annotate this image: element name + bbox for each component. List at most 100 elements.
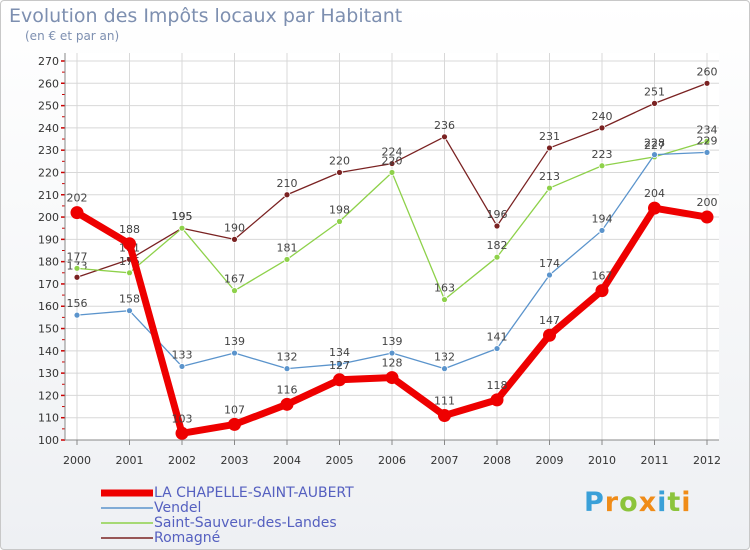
chart-subtitle: (en € et par an) bbox=[25, 29, 120, 43]
logo-letter: t bbox=[667, 487, 682, 518]
data-label: 229 bbox=[697, 134, 718, 147]
y-tick-label: 200 bbox=[38, 211, 59, 224]
y-tick-label: 140 bbox=[38, 345, 59, 358]
x-tick-label: 2000 bbox=[63, 454, 91, 467]
chart-title: Evolution des Impôts locaux par Habitant bbox=[9, 5, 403, 27]
data-label: 228 bbox=[644, 137, 665, 150]
legend-label-vendel: Vendel bbox=[154, 500, 202, 516]
data-label: 139 bbox=[224, 335, 245, 348]
y-tick-label: 220 bbox=[38, 166, 59, 179]
data-label: 128 bbox=[382, 357, 403, 370]
x-tick-label: 2008 bbox=[483, 454, 511, 467]
series-la-chapelle-saint-aubert: 202 188 103 107 116 127 128 111 118 147 167 204 200 bbox=[67, 187, 718, 440]
data-point bbox=[438, 408, 451, 422]
data-label: 156 bbox=[67, 297, 88, 310]
data-label: 158 bbox=[119, 293, 140, 306]
data-label: 223 bbox=[592, 148, 613, 161]
x-tick-label: 2009 bbox=[536, 454, 564, 467]
data-point bbox=[703, 137, 711, 145]
data-point bbox=[648, 201, 661, 215]
data-label: 200 bbox=[697, 196, 718, 209]
data-label: 133 bbox=[172, 348, 193, 361]
data-label: 231 bbox=[539, 130, 560, 143]
data-label: 210 bbox=[277, 177, 298, 190]
data-label: 227 bbox=[644, 139, 665, 152]
data-label: 182 bbox=[487, 239, 508, 252]
y-tick-label: 210 bbox=[38, 189, 59, 202]
y-tick-label: 130 bbox=[38, 367, 59, 380]
legend-label-saint-sauveur: Saint-Sauveur-des-Landes bbox=[154, 515, 337, 531]
data-label: 134 bbox=[329, 346, 350, 359]
logo-letter: P bbox=[584, 487, 605, 518]
x-tick-label: 2007 bbox=[431, 454, 459, 467]
x-tick-label: 2006 bbox=[378, 454, 406, 467]
data-label: 190 bbox=[224, 221, 245, 234]
logo-letter: i bbox=[657, 487, 668, 518]
data-label: 116 bbox=[277, 383, 298, 396]
logo-letter: o bbox=[619, 487, 639, 518]
data-label: 177 bbox=[67, 250, 88, 263]
data-label: 139 bbox=[382, 335, 403, 348]
data-point bbox=[651, 151, 658, 159]
data-point bbox=[123, 237, 136, 251]
proxiti-logo: Proxiti bbox=[584, 487, 692, 518]
y-tick-label: 270 bbox=[38, 55, 59, 68]
data-label: 202 bbox=[67, 192, 88, 205]
logo-letter: i bbox=[681, 487, 692, 518]
data-label: 196 bbox=[487, 208, 508, 221]
data-point bbox=[336, 169, 343, 176]
data-label: 147 bbox=[539, 314, 560, 327]
data-label: 167 bbox=[592, 270, 613, 283]
legend-label-la-chapelle: LA CHAPELLE-SAINT-AUBERT bbox=[154, 485, 354, 501]
data-point bbox=[493, 222, 501, 230]
data-point bbox=[336, 360, 343, 368]
data-label: 198 bbox=[329, 204, 350, 217]
data-point bbox=[280, 397, 294, 411]
series-vendel: 156 158 133 139 132 134 139 132 141 174 194 228 229 bbox=[67, 134, 718, 373]
y-tick-label: 260 bbox=[38, 77, 59, 90]
data-point bbox=[441, 296, 448, 303]
y-tick-label: 240 bbox=[38, 122, 59, 135]
data-label: 132 bbox=[434, 351, 455, 364]
data-label: 107 bbox=[224, 403, 245, 416]
data-point bbox=[490, 393, 504, 407]
x-tick-label: 2001 bbox=[116, 454, 144, 467]
data-point bbox=[333, 373, 346, 387]
data-point bbox=[388, 160, 396, 167]
data-point bbox=[126, 269, 133, 277]
data-point bbox=[595, 284, 609, 298]
data-label: 260 bbox=[697, 65, 718, 78]
data-point bbox=[598, 227, 606, 234]
data-label: 195 bbox=[172, 210, 193, 223]
y-tick-label: 190 bbox=[38, 233, 59, 246]
data-label: 181 bbox=[277, 241, 298, 254]
data-point bbox=[385, 371, 399, 385]
data-point bbox=[598, 162, 606, 170]
data-point bbox=[231, 235, 238, 243]
data-point bbox=[546, 184, 553, 192]
y-tick-label: 250 bbox=[38, 100, 59, 113]
data-point bbox=[493, 345, 501, 352]
logo-letter: x bbox=[638, 487, 658, 518]
data-label: 167 bbox=[224, 273, 245, 286]
data-label: 240 bbox=[592, 110, 613, 123]
x-tick-label: 2002 bbox=[168, 454, 196, 467]
data-point bbox=[126, 307, 133, 315]
data-label: 220 bbox=[382, 154, 403, 167]
y-tick-label: 170 bbox=[38, 278, 59, 291]
legend-label-romagne: Romagné bbox=[154, 530, 221, 546]
data-label: 194 bbox=[592, 212, 613, 225]
data-label: 118 bbox=[487, 379, 508, 392]
data-point bbox=[336, 218, 343, 225]
data-point bbox=[441, 133, 448, 141]
data-label: 163 bbox=[434, 282, 455, 295]
data-label: 213 bbox=[539, 170, 560, 183]
data-point bbox=[178, 363, 186, 370]
x-tick-label: 2003 bbox=[221, 454, 249, 467]
data-point bbox=[73, 273, 81, 281]
data-label: 251 bbox=[644, 85, 665, 98]
data-point bbox=[598, 124, 606, 132]
data-point bbox=[283, 191, 291, 199]
